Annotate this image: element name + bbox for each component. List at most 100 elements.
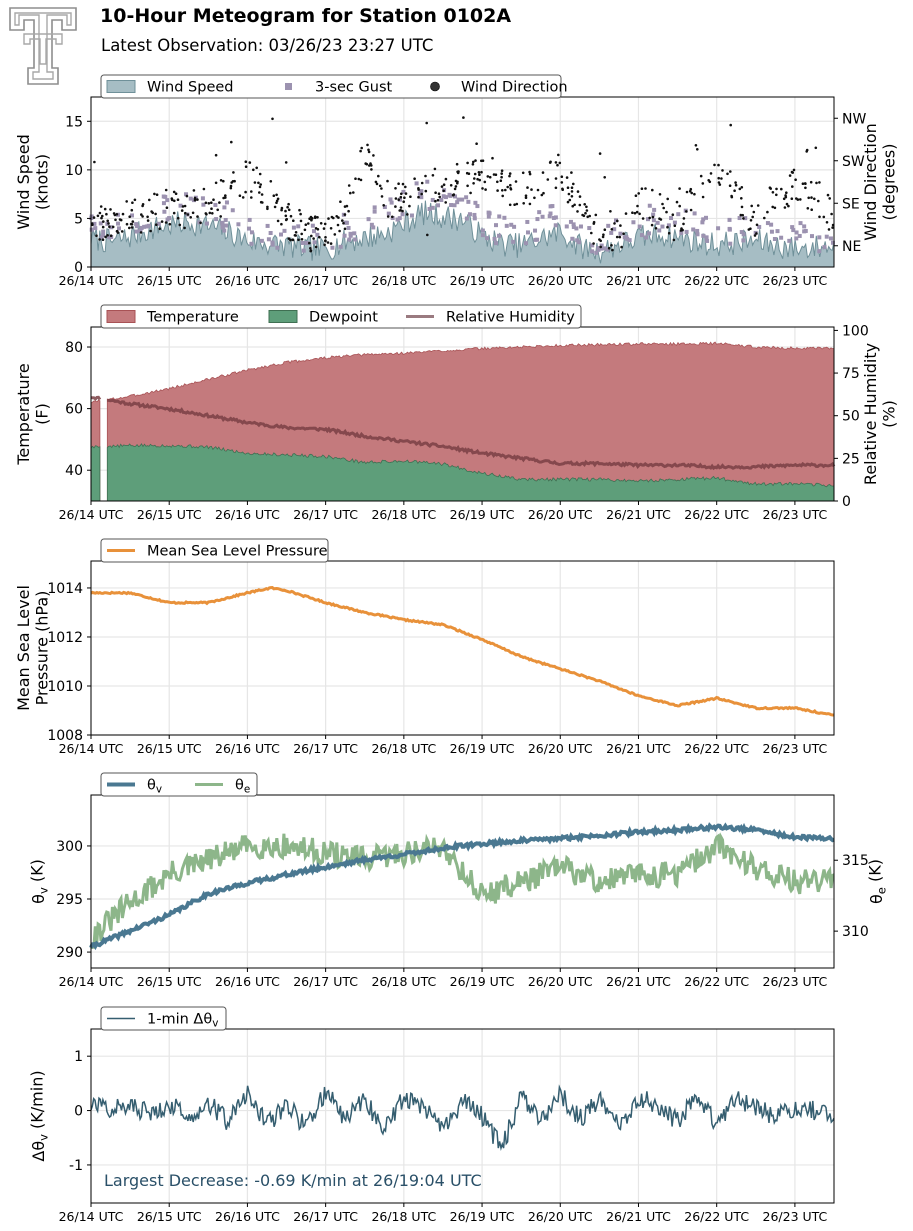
direction-marker [790, 170, 794, 174]
direction-marker [830, 212, 833, 216]
gust-marker [480, 228, 485, 233]
direction-marker [817, 199, 820, 203]
direction-marker [818, 181, 821, 184]
gust-marker [382, 205, 387, 210]
gust-marker [596, 247, 601, 252]
direction-marker [394, 197, 398, 200]
direction-marker [701, 182, 705, 185]
direction-marker [172, 211, 176, 215]
x-tick-label: 26/23 UTC [763, 273, 828, 288]
direction-marker [690, 191, 693, 195]
direction-marker [103, 207, 107, 211]
gust-marker [466, 199, 471, 204]
gust-marker [769, 222, 774, 227]
gust-marker [700, 220, 705, 225]
gust-marker [312, 240, 317, 245]
direction-marker [826, 193, 830, 197]
gust-marker [386, 211, 391, 216]
direction-marker [417, 187, 420, 190]
direction-marker [232, 171, 235, 174]
gust-marker [161, 194, 166, 199]
gust-marker [809, 234, 814, 239]
gust-marker [452, 203, 457, 208]
x-tick-label: 26/16 UTC [215, 507, 280, 522]
legend-box [100, 74, 562, 99]
direction-marker [530, 188, 533, 191]
direction-marker [183, 226, 186, 230]
direction-marker [338, 229, 341, 233]
x-tick-label: 26/21 UTC [606, 507, 671, 522]
x-tick-label: 26/23 UTC [763, 507, 828, 522]
direction-marker [818, 215, 821, 219]
direction-marker [401, 182, 405, 186]
y-axis-label: Wind Speed(knots) [14, 134, 51, 229]
direction-marker [314, 227, 318, 230]
direction-marker [345, 204, 349, 208]
direction-marker [496, 189, 499, 192]
gust-marker [259, 238, 264, 243]
gust-marker [419, 195, 424, 200]
gust-marker [156, 221, 161, 226]
gust-marker [727, 226, 732, 231]
gust-marker [138, 228, 143, 233]
direction-marker [581, 213, 584, 217]
gust-marker [655, 220, 660, 225]
direction-marker [434, 191, 437, 194]
x-tick-label: 26/22 UTC [684, 507, 749, 522]
direction-marker [455, 162, 459, 166]
gust-marker [366, 217, 371, 222]
gust-marker [828, 236, 833, 241]
direction-marker [402, 200, 406, 203]
direction-marker [266, 207, 269, 211]
direction-marker [352, 191, 355, 194]
x-tick-label: 26/20 UTC [528, 273, 593, 288]
direction-marker [741, 213, 744, 217]
x-tick-label: 26/22 UTC [684, 273, 749, 288]
y-tick-label: 5 [74, 211, 83, 227]
gust-marker [769, 229, 774, 234]
x-tick-label: 26/22 UTC [684, 974, 749, 989]
direction-marker [509, 187, 512, 190]
direction-marker [825, 221, 829, 224]
gust-marker [553, 223, 558, 228]
y-tick-label: 1014 [47, 581, 83, 597]
x-tick-label: 26/22 UTC [684, 1209, 749, 1224]
direction-marker [576, 210, 579, 213]
direction-marker [473, 177, 476, 180]
gust-marker [564, 224, 569, 229]
legend-label: Mean Sea Level Pressure [147, 544, 328, 560]
direction-marker [259, 183, 263, 186]
y2-tick-label: 0 [842, 494, 851, 510]
legend-box [100, 304, 582, 329]
direction-marker [814, 146, 818, 150]
direction-marker [284, 209, 287, 213]
direction-marker [513, 203, 516, 206]
theta-panel: 26/14 UTC 26/15 UTC 26/16 UTC 26/17 UTC 26/1… [28, 772, 888, 989]
direction-marker [291, 238, 295, 241]
gust-marker [312, 229, 317, 234]
direction-marker [224, 196, 227, 199]
direction-marker [480, 170, 483, 174]
gust-marker [571, 224, 576, 229]
direction-marker [689, 208, 693, 212]
gust-marker [824, 234, 829, 239]
legend-label: Relative Humidity [446, 310, 575, 326]
direction-marker [386, 215, 390, 218]
direction-marker [196, 215, 199, 218]
gust-marker [223, 218, 228, 223]
direction-marker [622, 232, 625, 235]
gust-marker [548, 211, 553, 216]
direction-marker [193, 196, 197, 200]
direction-marker [594, 213, 598, 217]
gust-marker [464, 195, 469, 200]
legend-entry: Wind Speed [106, 80, 234, 96]
direction-marker [106, 219, 109, 223]
direction-marker [326, 241, 330, 244]
gust-marker [417, 191, 422, 196]
gust-marker [304, 240, 309, 245]
direction-marker [323, 222, 327, 226]
x-tick-label: 26/18 UTC [371, 741, 436, 756]
direction-marker [701, 195, 705, 199]
direction-marker [323, 243, 326, 247]
